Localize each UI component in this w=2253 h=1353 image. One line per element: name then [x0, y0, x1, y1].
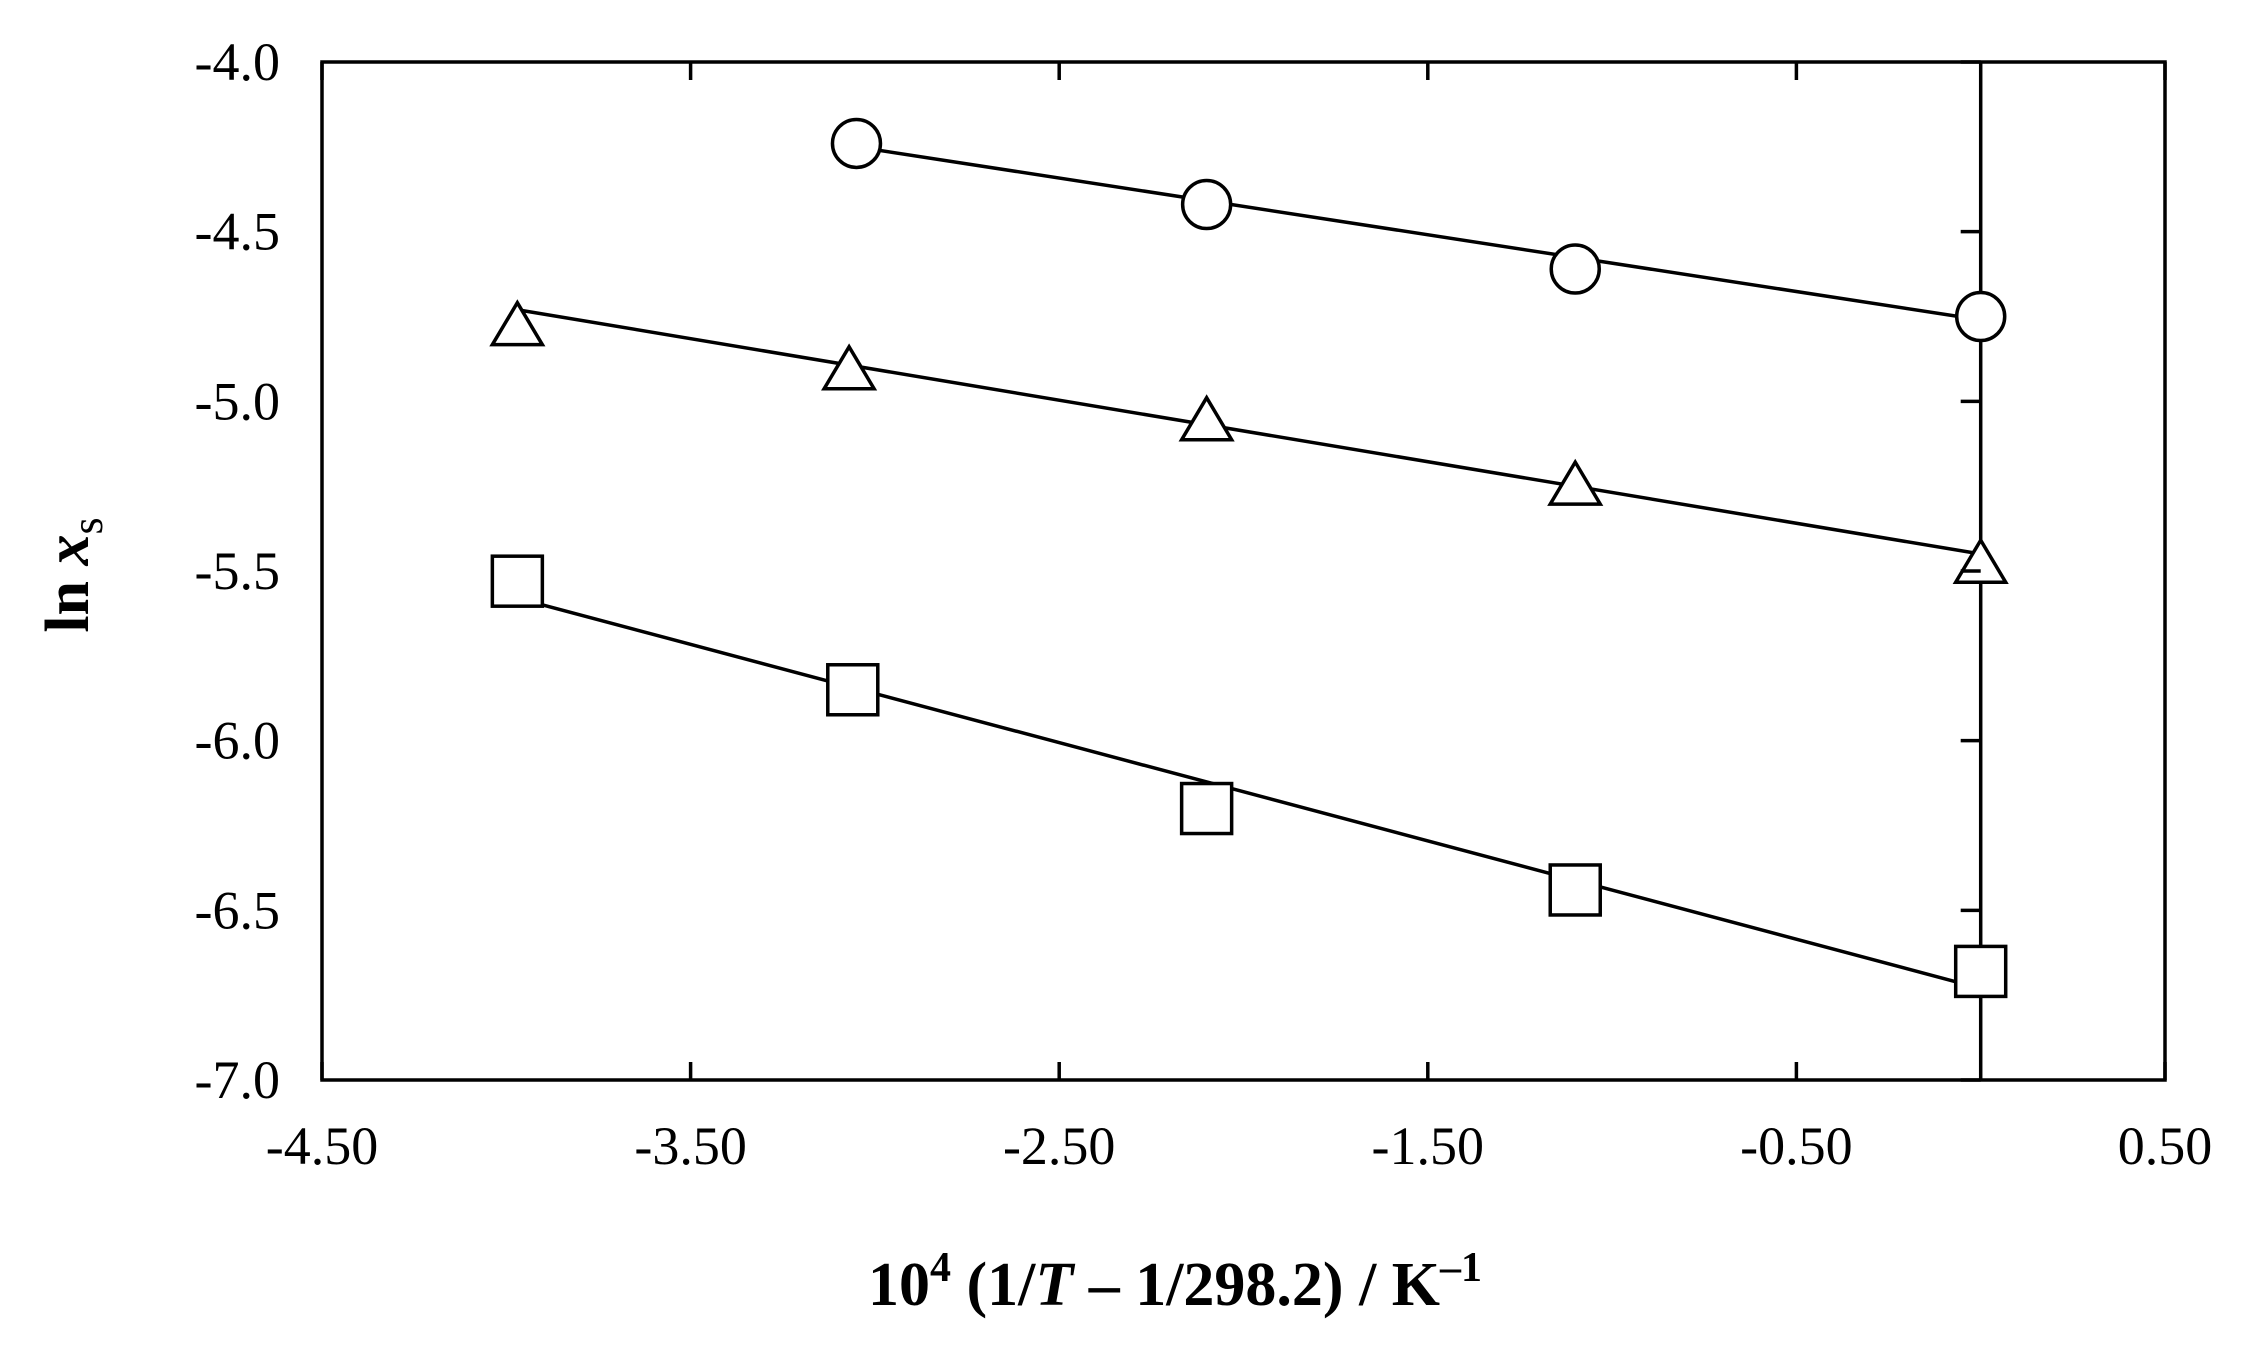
data-point-triangle [1952, 536, 2009, 584]
data-point-triangle [489, 299, 546, 347]
tick-marks [320, 60, 2167, 1082]
data-point-triangle [821, 343, 878, 391]
y-tick-label: -4.0 [195, 32, 280, 92]
x-tick-label: -4.50 [266, 1116, 378, 1176]
x-tick-label: -3.50 [634, 1116, 746, 1176]
x-tick-label: -2.50 [1003, 1116, 1115, 1176]
series-triangle [489, 299, 2009, 584]
fit-line-triangle [517, 307, 1981, 556]
plot-frame [320, 60, 2167, 1082]
data-point-circle [1180, 178, 1233, 231]
data-point-triangle [1178, 394, 1235, 442]
data-point-square [1953, 944, 2008, 999]
plot-area [320, 60, 2167, 1082]
y-axis-title: ln xs [34, 517, 112, 632]
x-axis-title: 104 (1/T – 1/298.2) / K–1 [868, 1245, 1482, 1319]
y-tick-label: -5.0 [195, 371, 280, 431]
data-point-circle [1954, 290, 2007, 343]
y-tick-label: -7.0 [195, 1050, 280, 1110]
fit-line-square [516, 596, 1982, 991]
x-tick-labels: -4.50 -3.50 -2.50 -1.50 -0.50 0.50 [266, 1116, 2212, 1176]
y-tick-label: -6.0 [195, 711, 280, 771]
data-point-square [1548, 863, 1602, 917]
data-point-square [826, 663, 880, 717]
y-tick-label: -4.5 [195, 202, 280, 262]
y-tick-label: -6.5 [195, 880, 280, 940]
data-point-triangle [1547, 458, 1604, 506]
y-tick-labels: -4.0 -4.5 -5.0 -5.5 -6.0 -6.5 -7.0 [195, 32, 280, 1110]
series-square [490, 554, 2008, 999]
data-point-circle [1549, 243, 1601, 295]
x-tick-label: -0.50 [1740, 1116, 1852, 1176]
data-point-square [490, 554, 545, 608]
y-tick-label: -5.5 [195, 541, 280, 601]
x-tick-label: 0.50 [2118, 1116, 2213, 1176]
x-tick-label: -1.50 [1372, 1116, 1484, 1176]
fit-line-circle [856, 145, 1981, 322]
series-circle [830, 117, 2007, 343]
data-point-circle [830, 117, 883, 170]
data-point-square [1179, 781, 1234, 836]
